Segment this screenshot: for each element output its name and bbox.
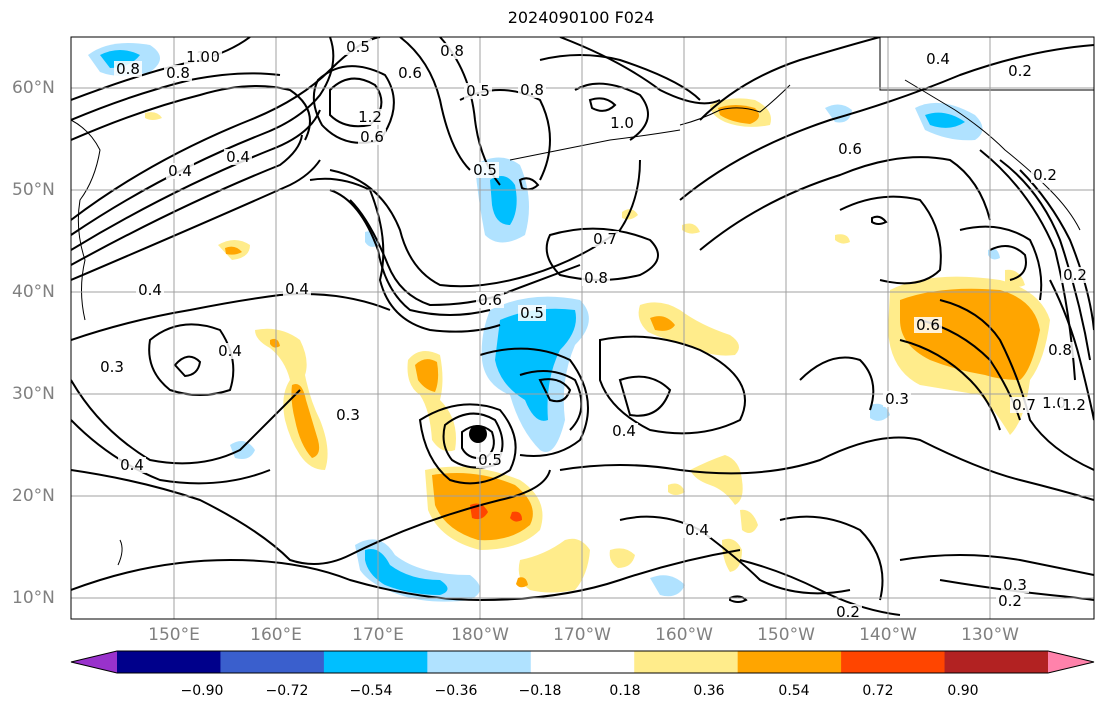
colorbar-segment bbox=[944, 651, 1049, 673]
contour-label: 1.2 bbox=[358, 108, 382, 126]
colorbar-segment bbox=[737, 651, 842, 673]
lat-label: 20°N bbox=[12, 486, 55, 506]
colorbar-segment bbox=[841, 651, 946, 673]
contour-label: 0.5 bbox=[466, 82, 490, 100]
contour-label: 0.4 bbox=[120, 456, 144, 474]
contour-label: 0.4 bbox=[138, 281, 162, 299]
lon-label: 170°E bbox=[352, 625, 404, 645]
contour-label: 1.0 bbox=[610, 114, 634, 132]
contour-label: 1.0 bbox=[1042, 394, 1066, 412]
contour-label: 0.6 bbox=[398, 64, 422, 82]
contour-label: 0.4 bbox=[218, 342, 242, 360]
contour-label: 0.4 bbox=[926, 50, 950, 68]
contour-label: 0.8 bbox=[440, 42, 464, 60]
colorbar-tick-label: 0.90 bbox=[947, 683, 979, 699]
contour-labels: 1.00.80.81.00.50.80.50.60.61.20.40.41.00… bbox=[98, 38, 1089, 621]
colorbar-tick-label: −0.54 bbox=[349, 683, 393, 699]
colorbar-segment bbox=[634, 651, 739, 673]
contour-label: 0.2 bbox=[998, 592, 1022, 610]
contour-label: 0.4 bbox=[685, 521, 709, 539]
contour-label: 0.8 bbox=[584, 269, 608, 287]
colorbar-segment bbox=[117, 651, 221, 673]
contour-label: 0.4 bbox=[168, 162, 192, 180]
contour-label: 0.2 bbox=[1033, 166, 1057, 184]
colorbar-tick-label: −0.72 bbox=[265, 683, 309, 699]
lon-label: 170°W bbox=[553, 625, 611, 645]
contour-label: 1.2 bbox=[1062, 396, 1086, 414]
lon-label: 150°E bbox=[148, 625, 200, 645]
lon-label: 130°W bbox=[961, 625, 1019, 645]
colorbar-tick-label: 0.54 bbox=[778, 683, 810, 699]
contour-label: 0.8 bbox=[520, 81, 544, 99]
colorbar-segment bbox=[530, 651, 635, 673]
colorbar-tick-label: −0.90 bbox=[180, 683, 224, 699]
contour-label: 0.7 bbox=[593, 230, 617, 248]
colorbar-tick-label: −0.18 bbox=[518, 683, 562, 699]
contour-label: 0.2 bbox=[1063, 266, 1087, 284]
contour-label: 0.2 bbox=[1008, 62, 1032, 80]
colorbar-tick-label: 0.36 bbox=[693, 683, 725, 699]
lat-label: 50°N bbox=[12, 180, 55, 200]
contour-label: 0.3 bbox=[885, 390, 909, 408]
contour-label: 0.4 bbox=[285, 280, 309, 298]
map-frame bbox=[70, 36, 1095, 620]
colorbar-segment bbox=[323, 651, 428, 673]
lon-label: 150°W bbox=[757, 625, 815, 645]
storm-center-marker bbox=[469, 425, 487, 443]
coastlines bbox=[71, 37, 1094, 566]
contour-label: 0.8 bbox=[1048, 341, 1072, 359]
map-title: 2024090100 F024 bbox=[507, 8, 655, 27]
contour-label: 0.3 bbox=[336, 406, 360, 424]
contour-label: 0.6 bbox=[360, 128, 384, 146]
contour-label: 0.6 bbox=[838, 140, 862, 158]
contour-label: 0.5 bbox=[478, 451, 502, 469]
contour-label: 0.4 bbox=[226, 148, 250, 166]
contour-label: 0.8 bbox=[166, 64, 190, 82]
contour-label: 0.5 bbox=[346, 38, 370, 56]
shading-negative bbox=[88, 42, 1000, 602]
lat-label: 40°N bbox=[12, 282, 55, 302]
contour-label: 0.3 bbox=[100, 358, 124, 376]
colorbar-max-extend bbox=[1048, 651, 1094, 673]
colorbar-segment bbox=[220, 651, 325, 673]
contour-label: 0.5 bbox=[520, 304, 544, 322]
contour-label: 0.4 bbox=[612, 422, 636, 440]
grid-lines bbox=[71, 37, 1094, 619]
contour-label: 0.8 bbox=[116, 60, 140, 78]
colorbar-min-extend bbox=[71, 651, 117, 673]
lon-label: 140°W bbox=[859, 625, 917, 645]
lat-label: 10°N bbox=[12, 588, 55, 608]
lon-label: 160°W bbox=[655, 625, 713, 645]
colorbar-tick-label: −0.36 bbox=[434, 683, 478, 699]
contour-label: 0.3 bbox=[1003, 576, 1027, 594]
contour-label: 1.0 bbox=[186, 48, 210, 66]
contour-label: 0.6 bbox=[916, 316, 940, 334]
lon-label: 180°W bbox=[451, 625, 509, 645]
colorbar-outline bbox=[70, 650, 1095, 674]
colorbar-tick-label: 0.18 bbox=[609, 683, 641, 699]
contour-lines bbox=[71, 37, 1094, 616]
contour-label: 0.2 bbox=[836, 603, 860, 621]
contour-label: 0.6 bbox=[478, 291, 502, 309]
lon-label: 160°E bbox=[250, 625, 302, 645]
map-field: 1.00.80.81.00.50.80.50.60.61.20.40.41.00… bbox=[71, 37, 1094, 621]
contour-label: 0.7 bbox=[1012, 396, 1036, 414]
lat-label: 30°N bbox=[12, 384, 55, 404]
colorbar-tick-label: 0.72 bbox=[862, 683, 894, 699]
contour-label: 0.5 bbox=[473, 161, 497, 179]
colorbar-segment bbox=[427, 651, 532, 673]
lat-label: 60°N bbox=[12, 78, 55, 98]
